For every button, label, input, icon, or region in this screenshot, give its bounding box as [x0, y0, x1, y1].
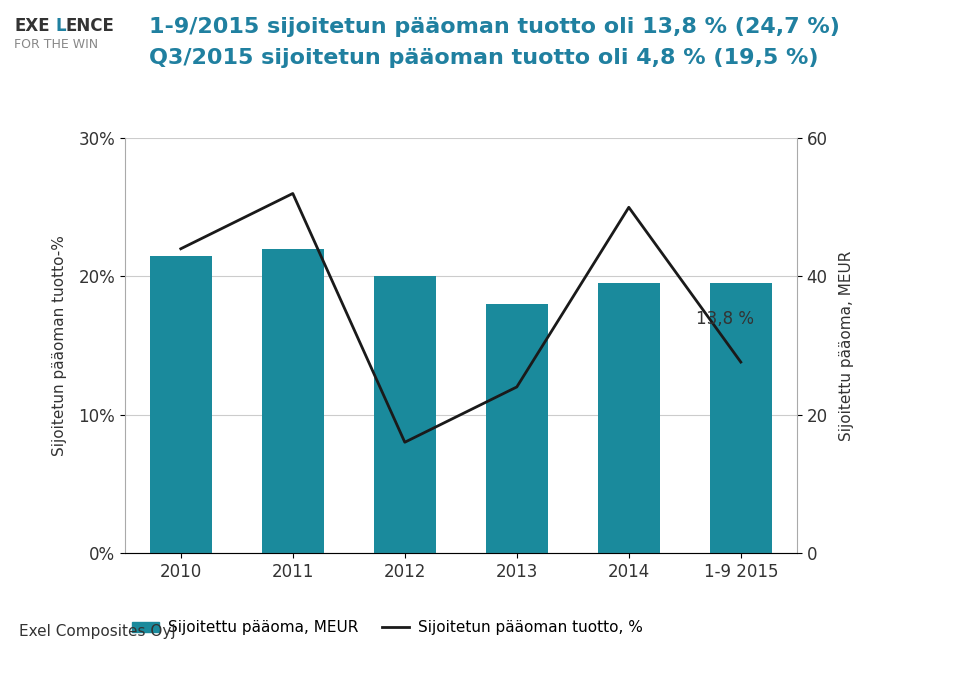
- Text: Exel Composites Oyj: Exel Composites Oyj: [19, 624, 176, 639]
- Bar: [598, 283, 660, 553]
- Text: 14: 14: [914, 657, 941, 676]
- Text: ENCE: ENCE: [65, 17, 114, 35]
- Legend: Sijoitettu pääoma, MEUR, Sijoitetun pääoman tuotto, %: Sijoitettu pääoma, MEUR, Sijoitetun pääo…: [126, 614, 650, 641]
- Bar: [486, 304, 547, 553]
- Text: L: L: [56, 17, 66, 35]
- Y-axis label: Sijoitettu pääoma, MEUR: Sijoitettu pääoma, MEUR: [839, 250, 853, 441]
- Bar: [262, 249, 324, 553]
- Text: FOR THE WIN: FOR THE WIN: [14, 38, 99, 51]
- Text: EXE: EXE: [14, 17, 50, 35]
- Text: 13,8 %: 13,8 %: [696, 310, 754, 328]
- Bar: [710, 283, 772, 553]
- Text: Q3/2015 sijoitetun pääoman tuotto oli 4,8 % (19,5 %): Q3/2015 sijoitetun pääoman tuotto oli 4,…: [149, 48, 818, 68]
- Y-axis label: Sijoitetun pääoman tuotto-%: Sijoitetun pääoman tuotto-%: [52, 235, 67, 456]
- Text: 1-9/2015 sijoitetun pääoman tuotto oli 13,8 % (24,7 %): 1-9/2015 sijoitetun pääoman tuotto oli 1…: [149, 17, 840, 37]
- Bar: [150, 256, 211, 553]
- Bar: [374, 276, 436, 553]
